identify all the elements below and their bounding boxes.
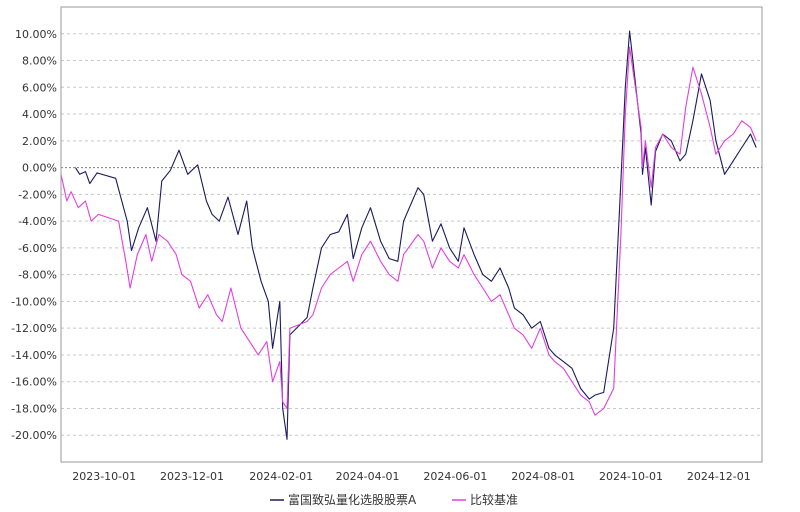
y-tick-label: 6.00% (22, 81, 57, 94)
legend: 富国致弘量化选股股票A 比较基准 (270, 492, 518, 507)
x-axis-tick-labels: 2023-10-01 2023-12-01 2024-02-01 2024-04-01… (72, 470, 751, 483)
legend-item-fund: 富国致弘量化选股股票A (270, 492, 417, 507)
legend-item-benchmark: 比较基准 (452, 492, 518, 507)
x-tick-label: 2023-10-01 (72, 470, 136, 483)
series-line-fund (74, 30, 757, 440)
x-tick-label: 2024-10-01 (599, 470, 663, 483)
y-tick-label: 2.00% (22, 135, 57, 148)
y-tick-label: -4.00% (18, 215, 57, 228)
series-line-benchmark (60, 46, 757, 416)
x-tick-label: 2024-12-01 (687, 470, 751, 483)
y-axis-tick-labels: -20.00% -18.00% -16.00% -14.00% -12.00% -10.0… (11, 28, 57, 442)
y-tick-label: -2.00% (18, 188, 57, 201)
y-tick-label: -20.00% (11, 429, 57, 442)
y-tick-label: -10.00% (11, 295, 57, 308)
grid-lines (61, 33, 762, 436)
x-tick-label: 2024-04-01 (336, 470, 400, 483)
y-tick-label: -18.00% (11, 402, 57, 415)
y-tick-label: -6.00% (18, 242, 57, 255)
legend-label-benchmark: 比较基准 (470, 492, 518, 507)
y-tick-label: -8.00% (18, 269, 57, 282)
x-tick-label: 2024-08-01 (511, 470, 575, 483)
series-lines (60, 30, 757, 440)
y-tick-label: -12.00% (11, 322, 57, 335)
x-tick-label: 2024-06-01 (423, 470, 487, 483)
plot-area-border (60, 6, 763, 463)
y-tick-label: -14.00% (11, 349, 57, 362)
y-tick-label: 8.00% (22, 55, 57, 68)
x-tick-label: 2023-12-01 (160, 470, 224, 483)
y-tick-label: 4.00% (22, 108, 57, 121)
y-tick-label: 10.00% (15, 28, 57, 41)
x-tick-label: 2024-02-01 (249, 470, 313, 483)
legend-label-fund: 富国致弘量化选股股票A (288, 492, 417, 507)
y-tick-label: -16.00% (11, 376, 57, 389)
y-tick-label: 0.00% (22, 162, 57, 175)
